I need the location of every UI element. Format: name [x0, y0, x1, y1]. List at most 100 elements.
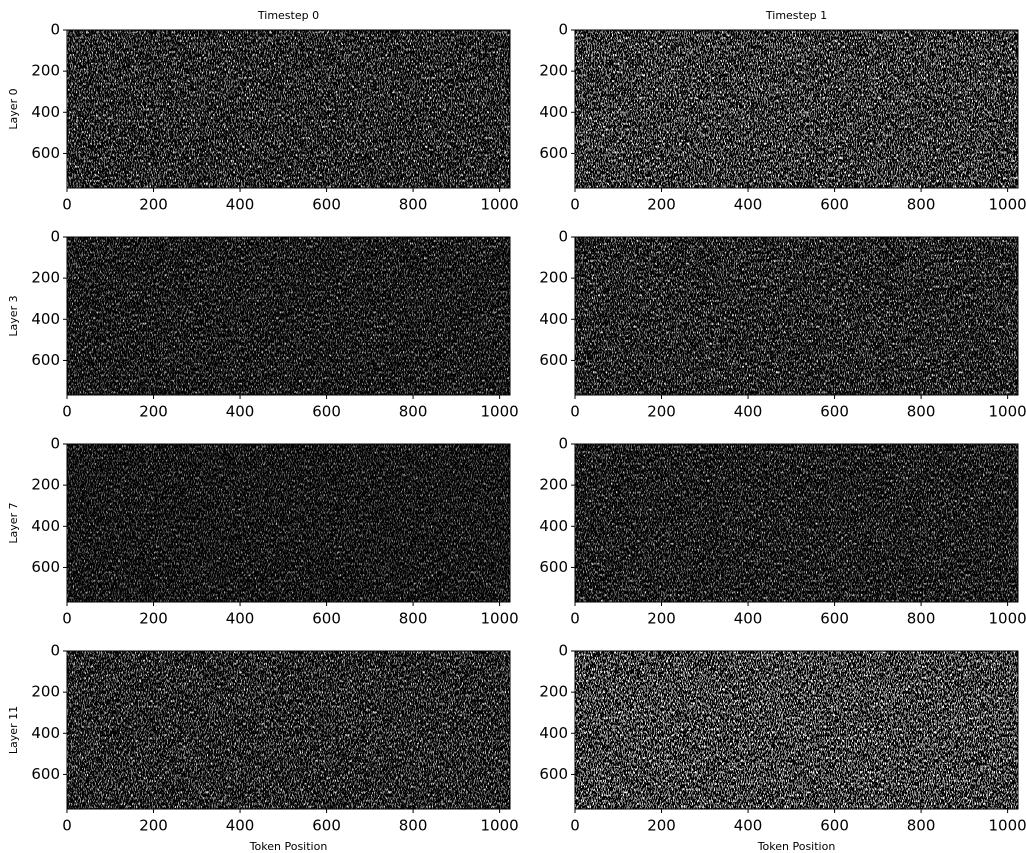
x-tick-label: 1000	[989, 403, 1026, 421]
heatmap-image	[575, 444, 1018, 602]
x-tick-label: 400	[734, 196, 763, 214]
x-tick-label: 400	[734, 817, 763, 835]
x-tick-label: 800	[907, 610, 936, 628]
y-tick-label: 600	[31, 765, 60, 783]
y-tick-label: 0	[558, 228, 568, 246]
x-tick-label: 800	[399, 403, 428, 421]
x-axis-label: Token Position	[249, 840, 328, 853]
y-axis-label: Layer 11	[7, 706, 20, 754]
x-tick-label: 1000	[989, 817, 1026, 835]
y-tick-label: 200	[539, 269, 568, 287]
heatmap-image	[67, 444, 510, 602]
x-tick-label: 1000	[481, 817, 519, 835]
x-tick-label: 400	[226, 403, 255, 421]
y-tick-label: 200	[31, 62, 60, 80]
x-tick-label: 0	[62, 610, 72, 628]
x-tick-label: 400	[734, 403, 763, 421]
y-tick-label: 400	[539, 517, 568, 535]
x-tick-label: 400	[734, 610, 763, 628]
x-tick-label: 0	[570, 610, 580, 628]
x-tick-label: 600	[820, 817, 849, 835]
y-tick-label: 200	[539, 62, 568, 80]
x-tick-label: 400	[226, 817, 255, 835]
y-tick-label: 400	[31, 103, 60, 121]
y-tick-label: 200	[539, 476, 568, 494]
x-tick-label: 200	[647, 403, 676, 421]
x-tick-label: 600	[312, 817, 341, 835]
y-tick-label: 400	[539, 103, 568, 121]
y-tick-label: 0	[558, 642, 568, 660]
x-tick-label: 600	[312, 610, 341, 628]
x-tick-label: 200	[647, 196, 676, 214]
x-tick-label: 200	[647, 610, 676, 628]
axes-frame	[574, 650, 1019, 810]
heatmap-image	[67, 237, 510, 395]
y-axis-label: Layer 7	[7, 502, 20, 543]
axes-frame	[66, 443, 511, 603]
x-tick-label: 600	[820, 403, 849, 421]
y-tick-label: 400	[539, 724, 568, 742]
axes-frame	[574, 29, 1019, 189]
y-tick-label: 200	[31, 476, 60, 494]
y-tick-label: 400	[31, 310, 60, 328]
x-tick-label: 0	[62, 817, 72, 835]
y-tick-label: 600	[539, 765, 568, 783]
y-tick-label: 400	[31, 517, 60, 535]
x-axis-label: Token Position	[757, 840, 836, 853]
x-tick-label: 600	[312, 196, 341, 214]
x-tick-label: 200	[139, 196, 168, 214]
x-tick-label: 1000	[481, 610, 519, 628]
y-tick-label: 400	[31, 724, 60, 742]
heatmap-image	[67, 30, 510, 188]
y-tick-label: 400	[539, 310, 568, 328]
axes-frame	[574, 443, 1019, 603]
x-tick-label: 1000	[989, 610, 1026, 628]
x-tick-label: 0	[570, 817, 580, 835]
x-tick-label: 800	[399, 817, 428, 835]
y-tick-label: 200	[31, 683, 60, 701]
x-tick-label: 1000	[481, 196, 519, 214]
y-tick-label: 600	[31, 351, 60, 369]
x-tick-label: 800	[907, 196, 936, 214]
x-tick-label: 200	[139, 817, 168, 835]
y-tick-label: 600	[539, 558, 568, 576]
axes-title: Timestep 0	[257, 9, 319, 22]
x-tick-label: 200	[139, 403, 168, 421]
x-tick-label: 800	[399, 196, 428, 214]
x-tick-label: 400	[226, 610, 255, 628]
x-tick-label: 0	[62, 403, 72, 421]
y-tick-label: 600	[31, 558, 60, 576]
x-tick-label: 600	[820, 196, 849, 214]
y-tick-label: 600	[539, 351, 568, 369]
heatmap-image	[575, 30, 1018, 188]
y-tick-label: 0	[50, 642, 60, 660]
x-tick-label: 800	[907, 817, 936, 835]
y-tick-label: 0	[50, 435, 60, 453]
heatmap-image	[575, 651, 1018, 809]
x-tick-label: 0	[570, 196, 580, 214]
y-tick-label: 0	[50, 228, 60, 246]
heatmap-image	[575, 237, 1018, 395]
y-axis-label: Layer 0	[7, 88, 20, 129]
y-tick-label: 0	[558, 21, 568, 39]
y-axis-label: Layer 3	[7, 295, 20, 336]
y-tick-label: 600	[539, 144, 568, 162]
axes-frame	[66, 29, 511, 189]
heatmap-image	[67, 651, 510, 809]
axes-frame	[574, 236, 1019, 396]
x-tick-label: 800	[399, 610, 428, 628]
y-tick-label: 200	[31, 269, 60, 287]
axes-frame	[66, 236, 511, 396]
axes-title: Timestep 1	[765, 9, 827, 22]
y-tick-label: 600	[31, 144, 60, 162]
y-tick-label: 200	[539, 683, 568, 701]
y-tick-label: 0	[558, 435, 568, 453]
x-tick-label: 800	[907, 403, 936, 421]
x-tick-label: 200	[139, 610, 168, 628]
x-tick-label: 400	[226, 196, 255, 214]
x-tick-label: 200	[647, 817, 676, 835]
x-tick-label: 600	[820, 610, 849, 628]
x-tick-label: 1000	[481, 403, 519, 421]
y-tick-label: 0	[50, 21, 60, 39]
